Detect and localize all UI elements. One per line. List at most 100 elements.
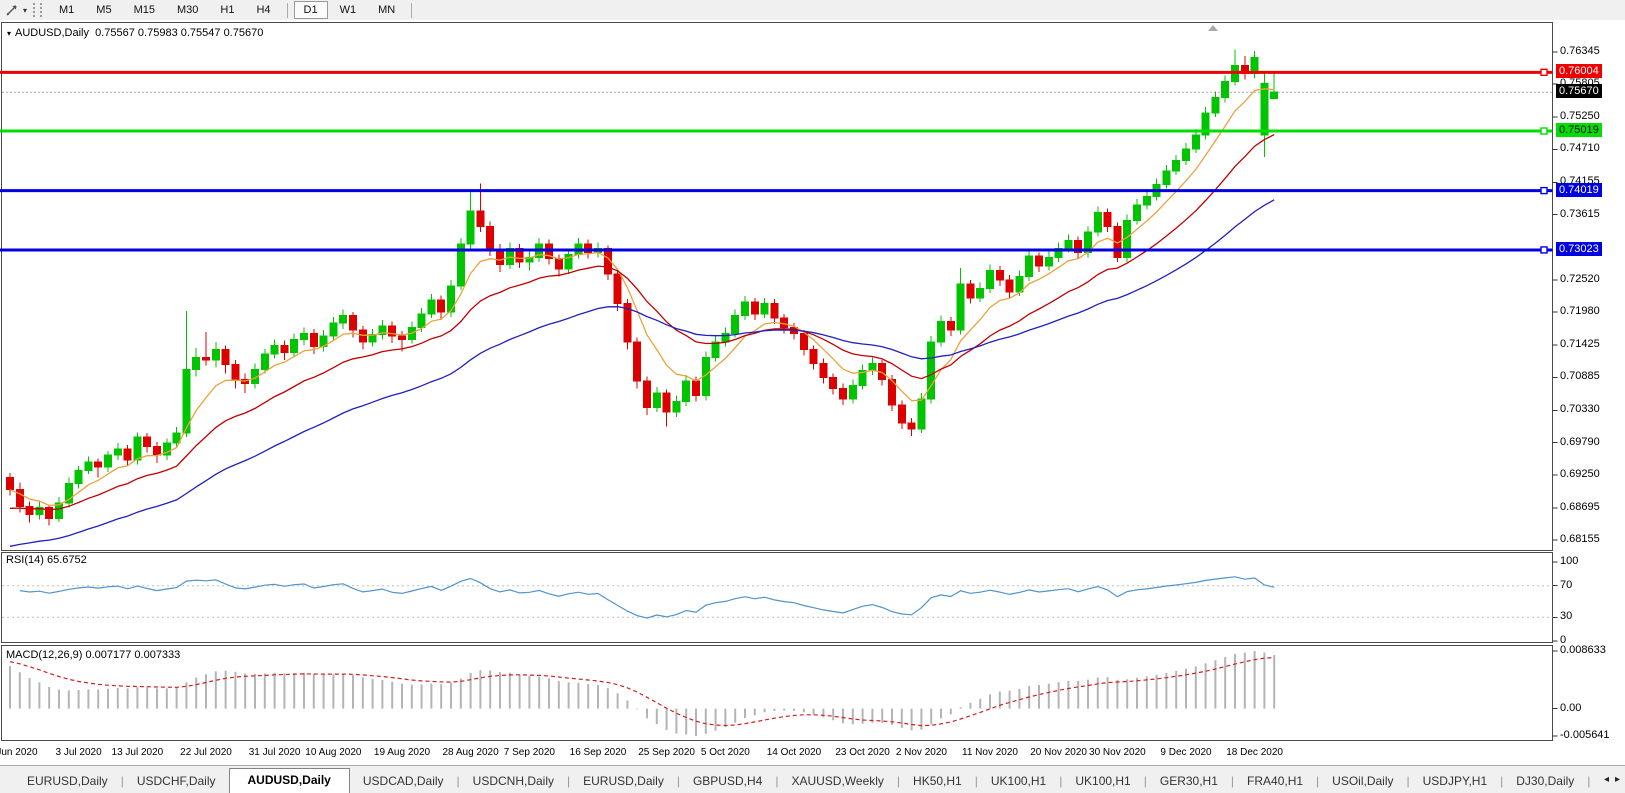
tab-scroll-right-icon[interactable]: ▸	[1614, 774, 1620, 785]
cursor-dropdown-arrow-icon[interactable]: ▾	[23, 5, 28, 15]
tab-separator: |	[1500, 774, 1504, 788]
date-axis-label: 20 Nov 2020	[1030, 747, 1087, 758]
chart-tab-usdcad-daily[interactable]: USDCAD,Daily	[362, 774, 444, 788]
tab-separator: |	[775, 774, 779, 788]
price-axis-label: 0.71425	[1560, 338, 1600, 351]
medium-ma	[9, 134, 1275, 511]
chart-title: ▾ AUDUSD,Daily 0.75567 0.75983 0.75547 0.…	[7, 27, 263, 39]
timeframe-button-m5[interactable]: M5	[96, 4, 112, 16]
tab-scroll-arrows: ◂ ▸	[1600, 766, 1623, 793]
price-line-tag: 0.75019	[1556, 123, 1602, 137]
date-axis-label: 16 Sep 2020	[569, 747, 627, 758]
toolbar-separator	[286, 2, 288, 18]
tab-separator: |	[1143, 774, 1147, 788]
tab-separator: |	[567, 774, 571, 788]
rsi-axis-label: 30	[1560, 610, 1573, 623]
chart-tab-eurusd-daily[interactable]: EURUSD,Daily	[583, 774, 664, 788]
chart-tab-fra40-h1[interactable]: FRA40,H1	[1247, 774, 1304, 788]
chart-tab-gbpusd-h4[interactable]: GBPUSD,H4	[692, 774, 763, 788]
price-line-tag: 0.76004	[1556, 64, 1602, 79]
chart-tab-dj30-daily[interactable]: DJ30,Daily	[1516, 774, 1575, 788]
current-price-tag: 0.75670	[1556, 84, 1602, 99]
chart-tab-ger30-h1[interactable]: GER30,H1	[1159, 774, 1218, 788]
chart-tab-eurusd-daily[interactable]: EURUSD,Daily	[27, 774, 108, 788]
date-axis-label: 14 Oct 2020	[766, 747, 822, 758]
price-axis-label: 0.73615	[1560, 207, 1600, 220]
macd-axis-label: 0.00	[1560, 701, 1582, 714]
date-axis-label: 5 Oct 2020	[700, 747, 750, 758]
tab-separator: |	[896, 774, 901, 788]
tab-separator: |	[1230, 774, 1235, 788]
timeframe-button-h4[interactable]: H4	[256, 4, 271, 16]
chart-tab-uk100-h1[interactable]: UK100,H1	[990, 774, 1047, 788]
price-axis-label: 0.75250	[1560, 110, 1600, 123]
tab-separator: |	[456, 774, 460, 788]
fast-ma	[9, 88, 1275, 507]
price-axis-label: 0.70330	[1560, 403, 1600, 416]
rsi-indicator-label: RSI(14) 65.6752	[6, 554, 87, 566]
macd-signal-line	[9, 656, 1275, 727]
price-axis-label: 0.76345	[1560, 45, 1600, 57]
chart-tab-usdjpy-h1[interactable]: USDJPY,H1	[1422, 774, 1488, 788]
chart-title-symbol: AUDUSD,Daily	[15, 27, 89, 39]
price-axis-label: 0.70885	[1560, 370, 1600, 383]
tab-separator: |	[1587, 774, 1591, 788]
date-axis-label: 7 Sep 2020	[503, 747, 555, 758]
date-axis-label: 11 Nov 2020	[962, 747, 1018, 758]
date-axis-label: 13 Jul 2020	[111, 747, 164, 758]
cursor-tool-glyph	[6, 5, 17, 16]
rsi-axis-label: 0	[1560, 634, 1567, 646]
tab-separator: |	[120, 774, 124, 788]
tab-separator: |	[1059, 774, 1063, 788]
date-axis-label: 3 Jul 2020	[55, 747, 102, 758]
chart-title-dropdown-icon[interactable]: ▾	[7, 29, 12, 38]
timeframe-button-m30[interactable]: M30	[176, 4, 199, 16]
macd-axis-label: -0.005641	[1560, 729, 1610, 741]
toolbar-separator	[411, 2, 413, 18]
date-axis-label: 24 Jun 2020	[0, 747, 38, 758]
timeframe-button-mn[interactable]: MN	[378, 4, 396, 16]
price-axis-label: 0.72520	[1560, 272, 1600, 285]
macd-indicator-label: MACD(12,26,9) 0.007177 0.007333	[6, 649, 181, 661]
timeframe-button-m15[interactable]: M15	[133, 4, 155, 16]
chart-tab-usdchf-daily[interactable]: USDCHF,Daily	[136, 774, 216, 788]
tab-separator: |	[974, 774, 978, 788]
price-axis-label: 0.68695	[1560, 500, 1600, 513]
date-axis-label: 22 Jul 2020	[180, 747, 232, 758]
chart-tab-usoil-daily[interactable]: USOil,Daily	[1332, 774, 1394, 788]
date-axis-label: 28 Aug 2020	[442, 747, 499, 758]
chart-tab-hk50-h1[interactable]: HK50,H1	[913, 774, 962, 788]
chart-toolbar: ▾ M1 M5 M15 M30 H1 H4 D1 W1 MN	[0, 0, 1625, 21]
chart-tab-audusd-daily[interactable]: AUDUSD,Daily	[228, 768, 350, 793]
chart-shift-marker-icon[interactable]	[1208, 25, 1218, 31]
rsi-axis-label: 70	[1560, 578, 1573, 591]
timeframe-button-d1[interactable]: D1	[293, 1, 328, 19]
date-axis-label: 30 Nov 2020	[1089, 747, 1146, 758]
rsi-axis-label: 100	[1560, 555, 1579, 567]
macd-axis-label: 0.008633	[1560, 644, 1606, 656]
date-axis-label: 19 Aug 2020	[373, 747, 431, 758]
date-axis-label: 18 Dec 2020	[1226, 747, 1283, 758]
timeframe-buttons: M1 M5 M15 M30 H1 H4 D1 W1 MN	[48, 1, 417, 19]
cursor-tool-icon[interactable]	[3, 2, 21, 18]
chart-tab-xauusd-weekly[interactable]: XAUUSD,Weekly	[791, 774, 884, 788]
candlestick-chart	[0, 22, 1558, 741]
tabs-holder: EURUSD,Daily | USDCHF,Daily AUDUSD,Daily USD…	[14, 768, 1625, 793]
rsi-line	[19, 576, 1275, 619]
chart-tab-usdcnh-daily[interactable]: USDCNH,Daily	[472, 774, 555, 788]
tab-separator: |	[1406, 774, 1410, 788]
candles	[6, 49, 1279, 526]
date-axis-label: 2 Nov 2020	[895, 747, 947, 758]
tab-separator: |	[676, 774, 680, 788]
price-axis-label: 0.69250	[1560, 467, 1600, 480]
date-axis-label: 25 Sep 2020	[638, 747, 695, 758]
price-line-tag: 0.73023	[1556, 241, 1602, 256]
chart-title-ohlc: 0.75567 0.75983 0.75547 0.75670	[95, 27, 264, 39]
timeframe-button-h1[interactable]: H1	[220, 4, 235, 16]
timeframe-button-w1[interactable]: W1	[339, 4, 357, 16]
tab-separator: |	[1316, 774, 1320, 788]
date-axis-label: 9 Dec 2020	[1160, 747, 1212, 758]
timeframe-button-m1[interactable]: M1	[59, 4, 75, 16]
chart-tab-uk100-h1[interactable]: UK100,H1	[1075, 774, 1131, 788]
tab-scroll-left-icon[interactable]: ◂	[1603, 774, 1609, 785]
